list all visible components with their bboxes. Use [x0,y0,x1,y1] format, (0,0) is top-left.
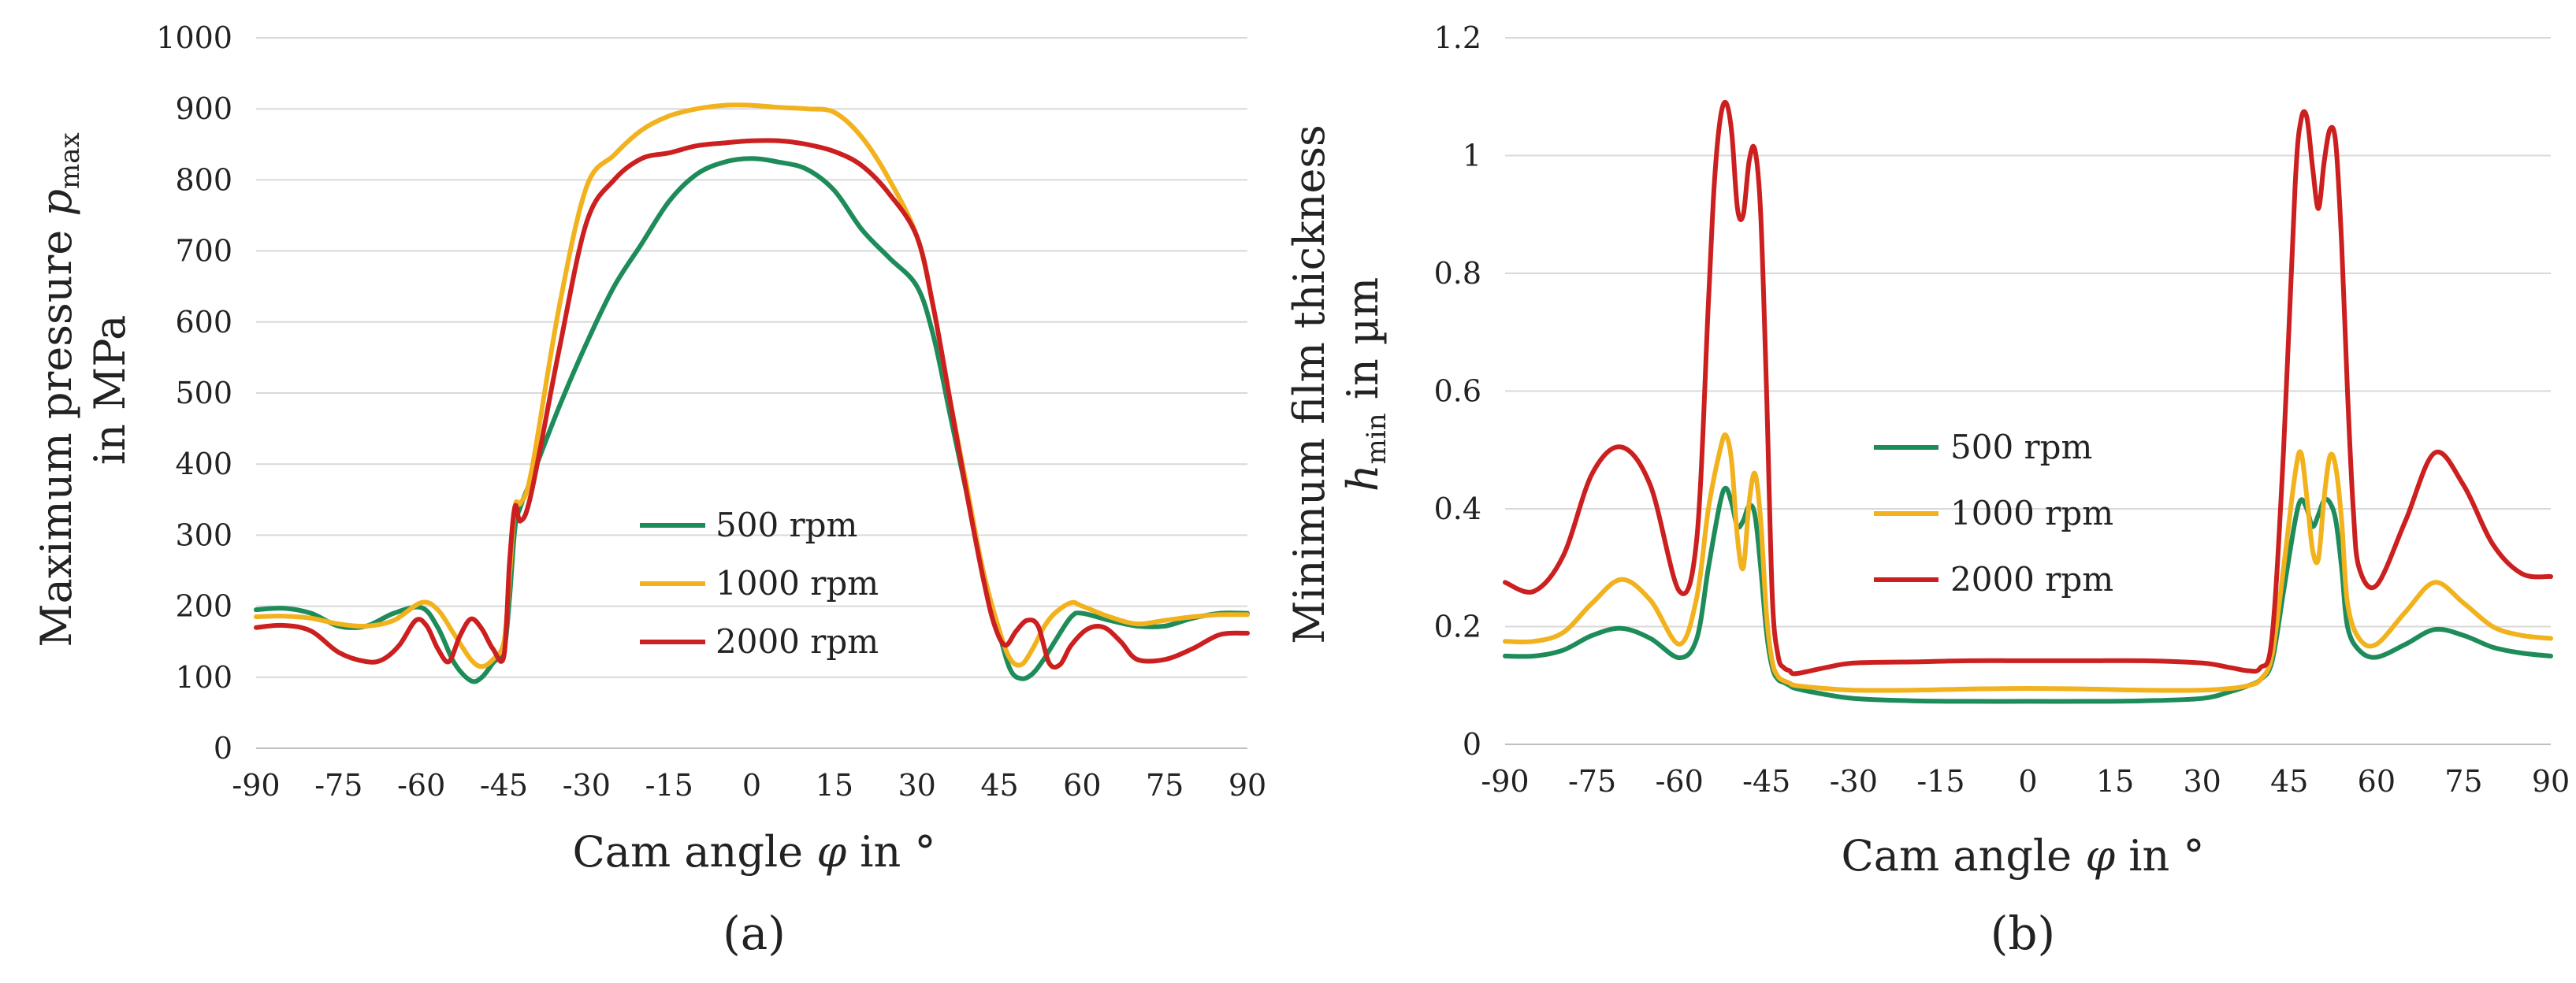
chart-a-xlabel: Cam angle φ in ° [572,827,935,877]
chart-a-ytick-label: 300 [175,517,232,552]
chart-b-ytick-label: 0 [1463,727,1481,762]
legend-b-label-2000: 2000 rpm [1950,560,2113,599]
chart-b-xtick-label: 60 [2358,764,2396,799]
chart-a-xtick-label: -15 [645,768,693,803]
chart-b-ytick-label: 0.6 [1434,374,1481,409]
chart-b-ytick-label: 1.2 [1434,20,1481,55]
chart-b-gridlines [1505,37,2551,745]
chart-b-series [1503,99,2553,704]
chart-b-ylabel: Minimum film thickness hmin in µm [1284,124,1392,644]
chart-b-xtick-label: 15 [2096,764,2134,799]
legend-b-label-500: 500 rpm [1950,428,2092,466]
chart-a-xtick-label: -75 [314,768,362,803]
chart-a-ytick-label: 500 [175,376,232,410]
chart-a-ytick-label: 700 [175,234,232,269]
chart-a-ytick-label: 100 [175,660,232,695]
chart-b-xtick-label: 75 [2444,764,2482,799]
legend-a-label-500: 500 rpm [716,506,857,544]
chart-b-xlabel: Cam angle φ in ° [1841,831,2204,881]
legend-a-label-1000: 1000 rpm [716,564,879,603]
chart-a-legend: 500 rpm 1000 rpm 2000 rpm [640,506,879,661]
chart-b-xtick-label: -15 [1916,764,1965,799]
legend-a-label-2000: 2000 rpm [716,622,879,661]
chart-a-pressure: -90 -75 -60 -45 -30 -15 0 15 30 45 60 75 90 0 100 200 3… [32,20,1266,960]
chart-b-ytick-label: 0.2 [1434,610,1481,644]
chart-a-ylabel-line2: in MPa [85,315,135,466]
chart-a-xtick-label: -45 [480,768,528,803]
chart-b-xtick-label: -90 [1481,764,1529,799]
chart-b-xtick-label: -30 [1830,764,1878,799]
chart-b-series-500-rpm [1503,485,2553,704]
chart-b-ytick-label: 0.4 [1434,492,1481,526]
chart-a-ytick-label: 200 [175,589,232,624]
chart-b-xtick-label: 0 [2018,764,2037,799]
chart-a-xtick-label: 75 [1146,768,1184,803]
chart-b-subfigure-label: (b) [1991,907,2055,960]
chart-a-ylabel-line1: Maximum pressure pmax [32,132,86,647]
legend-b-label-1000: 1000 rpm [1950,494,2113,532]
chart-a-ytick-label: 400 [175,447,232,481]
chart-a-x-ticks: -90 -75 -60 -45 -30 -15 0 15 30 45 60 75 90 [232,768,1266,803]
chart-a-xtick-label: 15 [816,768,853,803]
chart-b-xtick-label: 45 [2270,764,2308,799]
chart-a-xtick-label: 30 [898,768,935,803]
chart-a-series [254,102,1250,684]
chart-a-series-500-rpm [254,156,1250,684]
chart-a-xtick-label: -60 [397,768,445,803]
chart-a-series-2000-rpm [254,138,1250,670]
chart-a-ytick-label: 600 [175,305,232,339]
chart-a-y-ticks: 0 100 200 300 400 500 600 700 800 900 1000 [156,20,232,766]
chart-b-ylabel-line1: Minimum film thickness [1284,124,1334,644]
chart-a-series-1000-rpm [254,102,1250,670]
chart-b-y-ticks: 0 0.2 0.4 0.6 0.8 1 1.2 [1434,20,1481,762]
chart-b-series-1000-rpm [1503,432,2553,693]
chart-a-ytick-label: 800 [175,162,232,197]
chart-b-series-2000-rpm [1503,99,2553,677]
chart-b-ytick-label: 1 [1463,139,1481,173]
chart-a-xtick-label: 0 [742,768,761,803]
chart-b-x-ticks: -90 -75 -60 -45 -30 -15 0 15 30 45 60 75 90 [1481,764,2570,799]
chart-a-ylabel: Maximum pressure pmax in MPa [32,132,135,647]
chart-b-xtick-label: -75 [1568,764,1616,799]
chart-a-xtick-label: -30 [563,768,611,803]
chart-b-xtick-label: 90 [2532,764,2570,799]
chart-a-xtick-label: 45 [980,768,1018,803]
chart-b-xtick-label: -45 [1742,764,1790,799]
chart-a-subfigure-label: (a) [723,907,786,960]
chart-a-xtick-label: -90 [232,768,280,803]
chart-a-ytick-label: 1000 [156,20,232,55]
chart-a-xtick-label: 90 [1229,768,1266,803]
chart-b-film-thickness: -90 -75 -60 -45 -30 -15 0 15 30 45 60 75 90 00.20.40… [1284,20,2570,960]
chart-b-ylabel-line2: hmin in µm [1338,277,1392,492]
chart-b-legend: 500 rpm 1000 rpm 2000 rpm [1874,428,2113,599]
chart-a-ytick-label: 900 [175,91,232,126]
chart-b-xtick-label: 30 [2183,764,2221,799]
chart-b-xtick-label: -60 [1656,764,1704,799]
chart-a-ytick-label: 0 [214,731,232,766]
chart-a-xtick-label: 60 [1063,768,1101,803]
chart-b-ytick-label: 0.8 [1434,256,1481,291]
